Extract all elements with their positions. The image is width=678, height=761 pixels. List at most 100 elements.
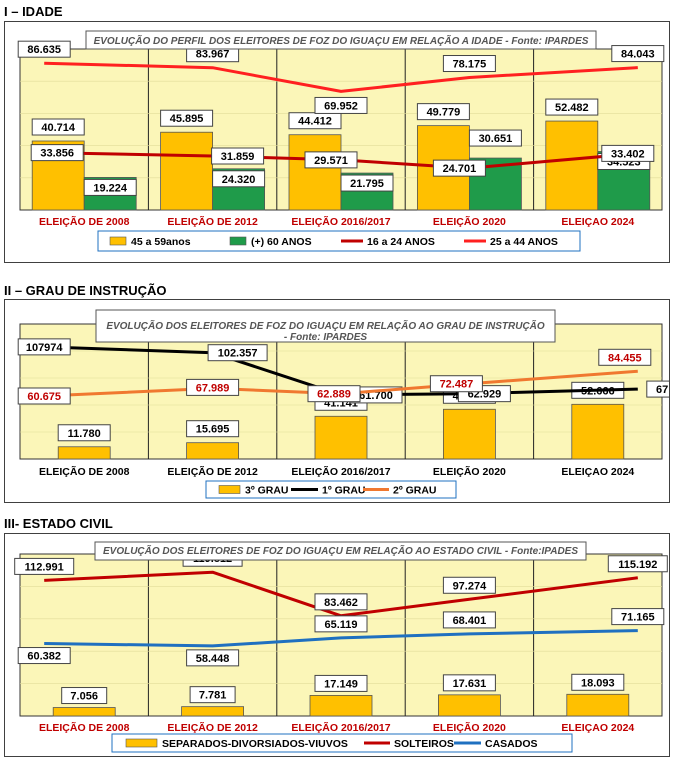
bar-separados-divorsiados-viuvos-1 (181, 706, 245, 717)
line-label-box (598, 348, 652, 366)
category-label: ELEIÇÃO DE 2008 (39, 465, 130, 478)
legend-label: 16 a 24 ANOS (367, 236, 435, 248)
legend-swatch (229, 236, 247, 246)
bar-45-a-59anos-2 (288, 134, 342, 211)
category-label: ELEIÇAO 2024 (561, 722, 634, 734)
category-label: ELEIÇAO 2024 (561, 216, 634, 228)
line-casados (44, 629, 638, 648)
line-label-box (17, 647, 71, 665)
chart-instrucao: 11.78015.69541.14147.89052.666107974102.… (17, 309, 678, 499)
line-label-box (307, 385, 361, 403)
line-label: 58.448 (196, 653, 230, 665)
chart-panel-estado-civil: 7.0567.78117.14917.63118.093112.991119.8… (4, 533, 670, 757)
line-label-box (186, 378, 240, 396)
line-label: 71.165 (621, 612, 655, 624)
line-label: 86.635 (27, 44, 61, 56)
category-label: ELEIÇÃO 2016/2017 (291, 215, 390, 228)
line-label: 62.889 (317, 389, 351, 401)
line-label: 33.402 (611, 148, 645, 160)
bar-label-box (160, 109, 214, 127)
bar-3-grau-3 (442, 408, 496, 460)
bar-label-box (314, 674, 368, 692)
line-label-box (611, 45, 665, 63)
line-label: 84.455 (608, 352, 642, 364)
category-label: ELEIÇÃO DE 2012 (167, 465, 258, 478)
bar-label: 30.651 (479, 133, 513, 145)
bar-label: 7.781 (199, 690, 227, 702)
line-label-box (432, 159, 486, 177)
line-label: 84.043 (621, 49, 655, 61)
bar-label: 17.149 (324, 678, 358, 690)
line-label-box (314, 96, 368, 114)
legend-swatch (125, 738, 158, 748)
line-label: 78.175 (453, 59, 487, 71)
line-label-box (17, 387, 71, 405)
line-label-box (17, 338, 71, 356)
bar-label: 7.056 (70, 691, 98, 703)
bar-3-grau-2 (314, 415, 368, 460)
bar-label-box (186, 420, 240, 438)
line-label: 29.571 (314, 155, 348, 167)
bar-label: 21.795 (350, 178, 384, 190)
line-label-box (607, 555, 668, 573)
legend-label: SEPARADOS-DIVORSIADOS-VIUVOS (162, 738, 348, 750)
line-label: 107974 (26, 342, 64, 354)
chart-title: EVOLUÇÃO DOS ELEITORES DE FOZ DO IGUAÇU … (103, 544, 578, 557)
section-heading-estado-civil: III- ESTADO CIVIL (4, 516, 113, 531)
category-label: ELEIÇÃO DE 2008 (39, 721, 130, 734)
line-label: 67.989 (196, 382, 230, 394)
category-label: ELEIÇÃO DE 2012 (167, 721, 258, 734)
bar-label: 45.895 (170, 113, 204, 125)
line-label-box (186, 649, 240, 667)
category-label: ELEIÇÃO 2016/2017 (291, 721, 390, 734)
bar-label-box (189, 686, 236, 704)
line-label: 60.382 (27, 651, 61, 663)
line-label: 112.991 (25, 561, 64, 573)
line-label: 115.192 (618, 559, 657, 571)
bar-label: 52.482 (555, 102, 589, 114)
chart-idade: 40.714 45.895 44.412 49.779 52.482 19.224 24.3… (17, 30, 665, 252)
legend-label: 45 a 59anos (131, 236, 191, 248)
category-label: ELEIÇÃO DE 2008 (39, 215, 130, 228)
bar-label: 24.320 (222, 174, 256, 186)
bar-label: 49.779 (427, 107, 461, 119)
bar-label: 18.093 (581, 677, 615, 689)
category-label: ELEIÇÃO 2020 (433, 721, 506, 734)
line-label: 33.856 (40, 148, 74, 160)
legend-box (205, 480, 457, 499)
line-label-box (211, 147, 265, 165)
bar-3-grau-0 (57, 446, 111, 460)
legend-swatch (218, 485, 241, 494)
bar-label: 17.631 (453, 678, 487, 690)
bar-3-grau-4 (571, 403, 625, 460)
bar-45-a-59anos-1 (160, 131, 214, 211)
legend-label: CASADOS (485, 738, 538, 750)
chart-panel-idade: 40.714 45.895 44.412 49.779 52.482 19.224 24.3… (4, 21, 670, 263)
bar-label-box (83, 178, 137, 196)
legend-swatch (109, 236, 127, 246)
bar-label-box (57, 424, 111, 442)
bar-label: 44.412 (298, 116, 332, 128)
line-25-a-44-anos (44, 61, 638, 93)
bar-label-box (442, 674, 496, 692)
chart-subtitle: - Fonte: IPARDES (284, 332, 367, 343)
line-label-box (442, 576, 496, 594)
line-label-box (17, 40, 71, 58)
line-label: 60.675 (27, 391, 61, 403)
bar-separados-divorsiados-viuvos-3 (437, 694, 501, 717)
bar-label: 11.780 (68, 428, 101, 440)
line-label-box (611, 608, 665, 626)
bar-label-box (61, 687, 108, 705)
legend-label: SOLTEIROS (394, 738, 454, 750)
bar-separados-divorsiados-viuvos-0 (52, 707, 116, 717)
chart-title: EVOLUÇÃO DOS ELEITORES DE FOZ DO IGUAÇU … (106, 319, 545, 332)
line-label-box (442, 611, 496, 629)
legend-label: 2º GRAU (393, 485, 437, 497)
line-label-box (207, 344, 268, 362)
legend-box (97, 230, 581, 252)
legend-box (111, 733, 573, 753)
section-heading-instrucao: II – GRAU DE INSTRUÇÃO (4, 283, 167, 298)
bar-label-box (212, 170, 266, 188)
line-label-box (314, 593, 368, 611)
line-label-box (601, 144, 655, 162)
